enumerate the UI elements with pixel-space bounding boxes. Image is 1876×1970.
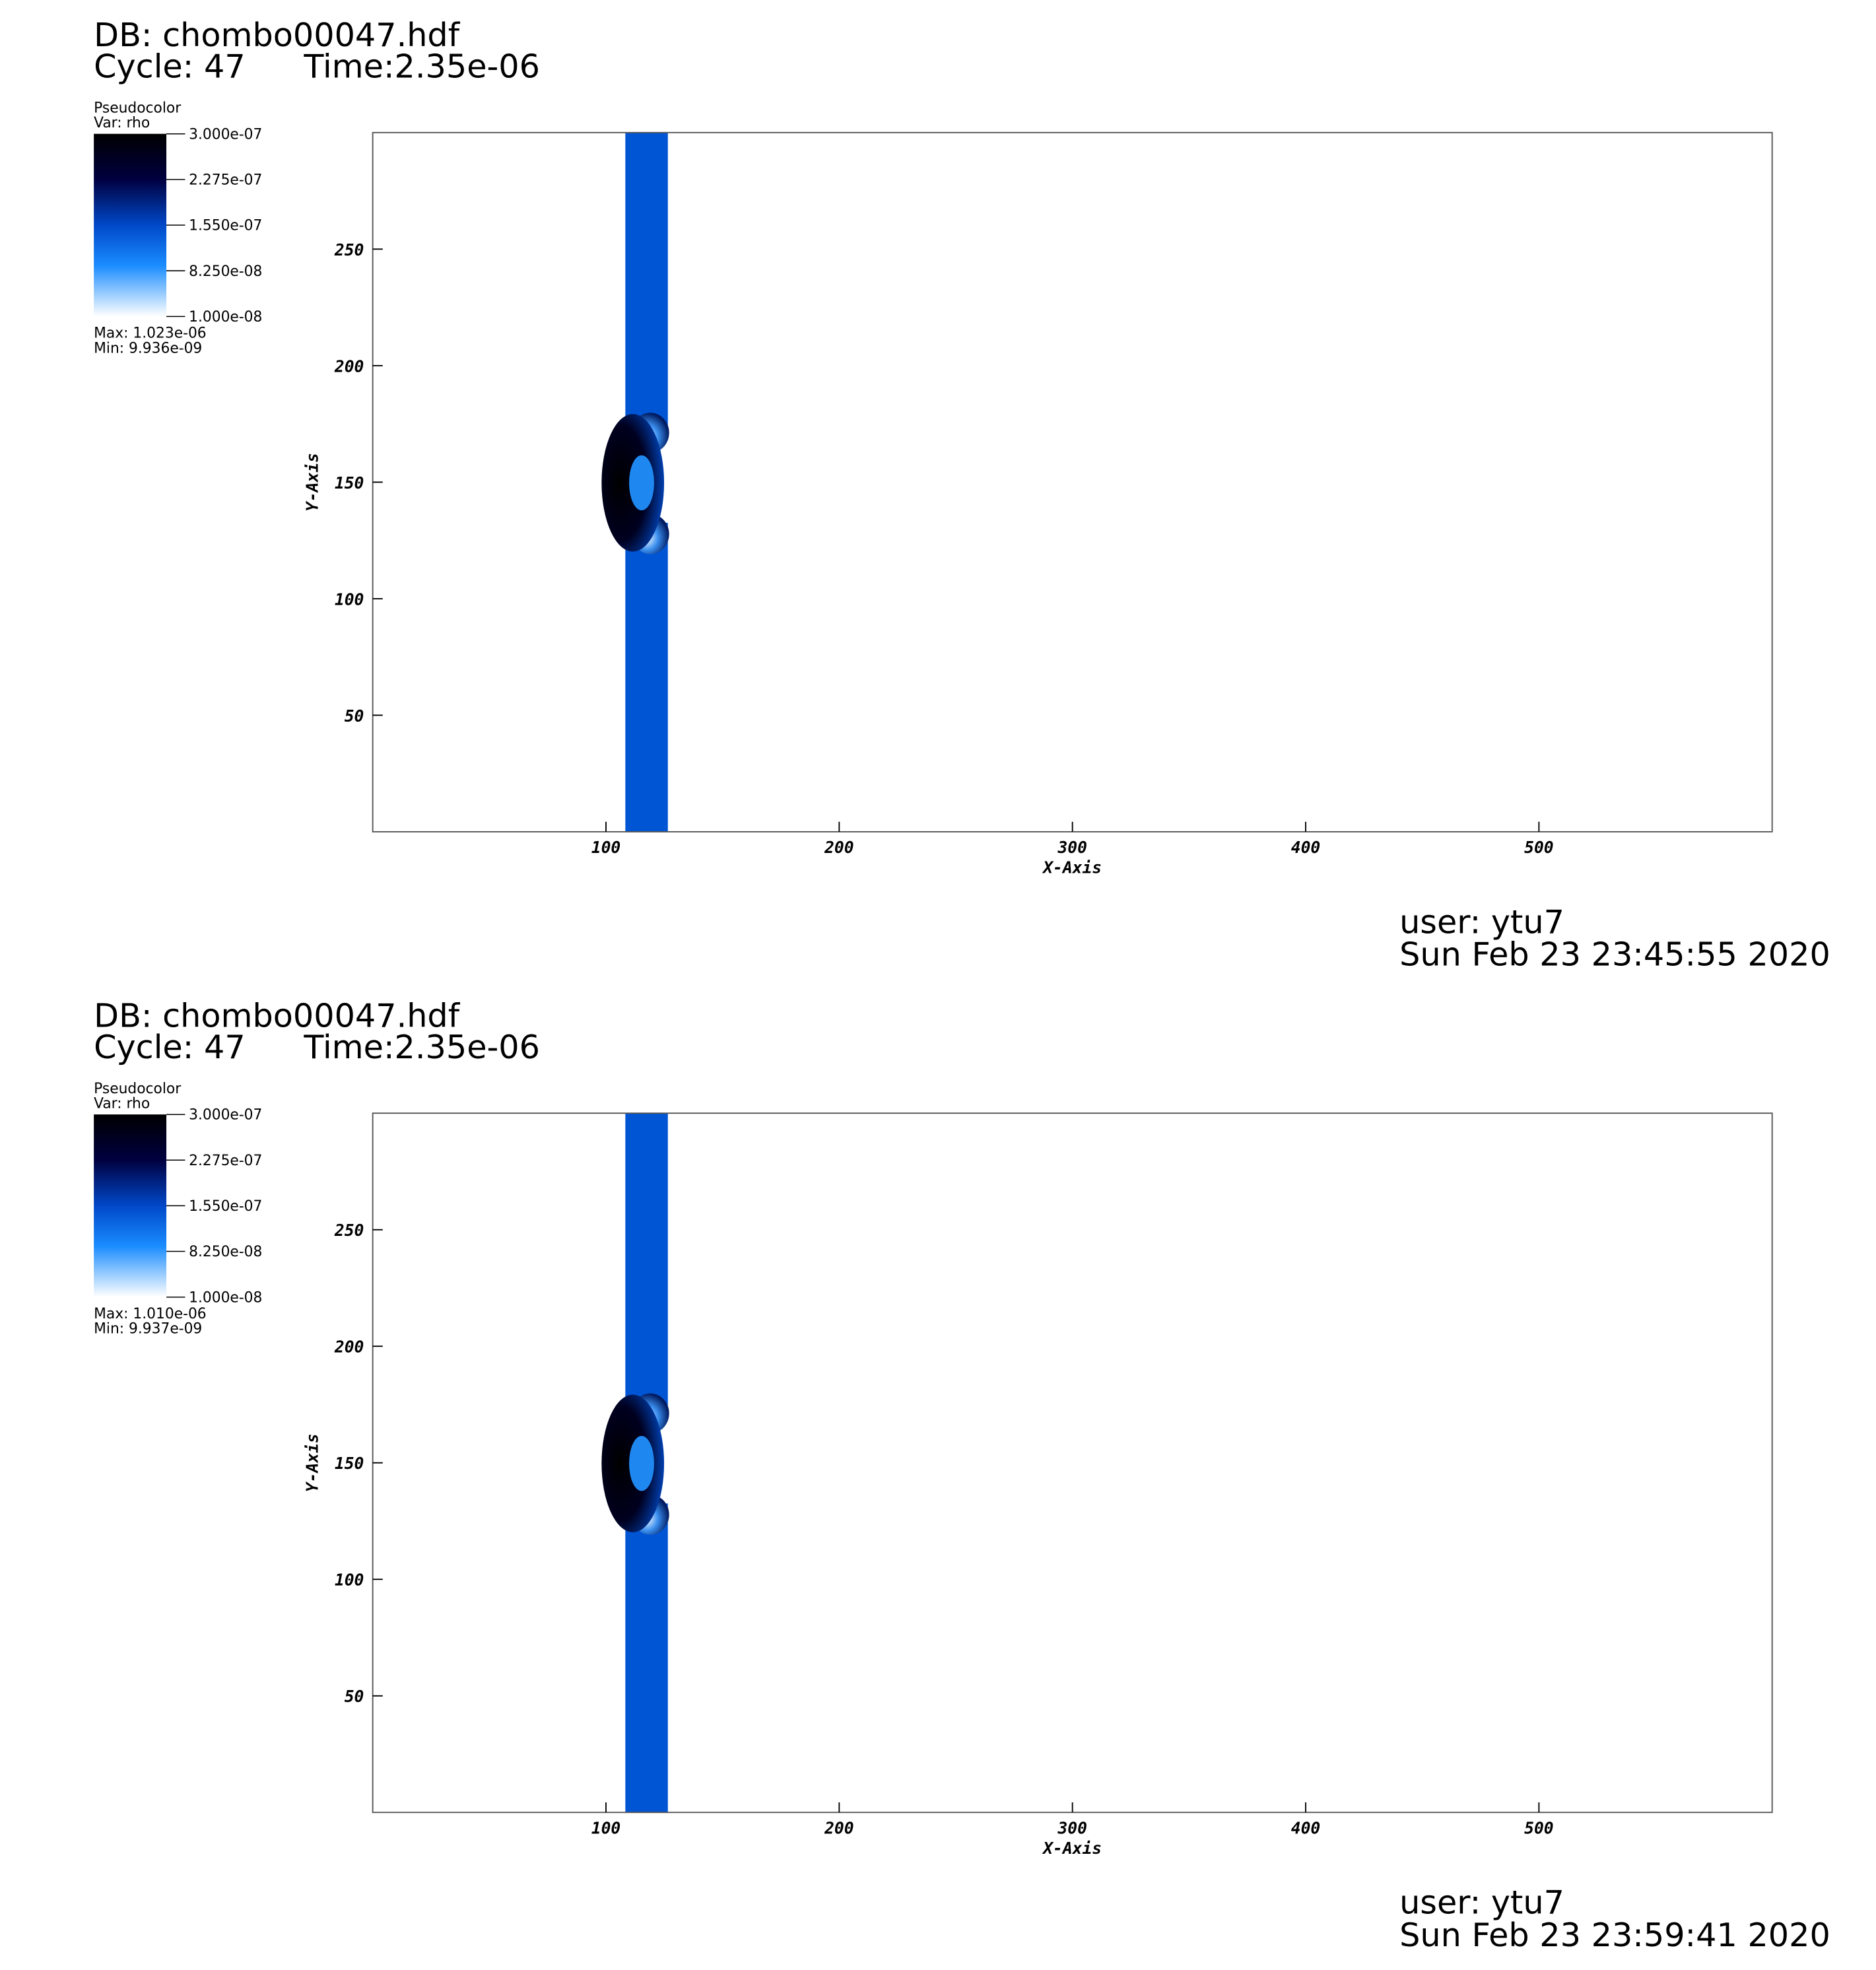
cycle: Cycle: 47 (94, 47, 246, 85)
cycle: Cycle: 47 (94, 1028, 246, 1066)
legend-var: Var: rho (94, 1096, 150, 1112)
y-tick-label: 50 (345, 1687, 364, 1706)
y-tick-label: 250 (334, 240, 364, 259)
legend-max: Max: 1.023e-06 (94, 325, 207, 342)
date: Sun Feb 23 23:59:41 2020 (1399, 1916, 1830, 1954)
x-tick-label: 200 (824, 838, 854, 857)
y-tick-label: 50 (345, 706, 364, 726)
x-tick-label: 500 (1524, 838, 1553, 857)
x-tick-label: 100 (591, 838, 620, 857)
legend-max: Max: 1.010e-06 (94, 1306, 207, 1322)
user: user: ytu7 (1399, 902, 1564, 941)
colorbar-tick-label: 1.550e-07 (189, 1198, 262, 1215)
plot-frame (372, 1112, 1773, 1814)
y-tick-label: 150 (335, 473, 364, 493)
y-tick-label: 200 (334, 1338, 364, 1357)
y-tick-label: 200 (334, 357, 364, 376)
colorbar-tick-label: 2.275e-07 (189, 1153, 262, 1169)
colorbar-tick-label: 1.550e-07 (189, 218, 262, 234)
db-title: DB: chombo00047.hdf (94, 16, 461, 54)
colorbar-tick-label: 3.000e-07 (189, 1107, 262, 1124)
y-axis-label: Y-Axis (302, 1433, 321, 1492)
y-tick-label: 150 (335, 1454, 364, 1473)
colorbar-tick-label: 1.000e-08 (189, 309, 262, 325)
colorbar (94, 1114, 167, 1297)
legend-var: Var: rho (94, 115, 150, 131)
y-tick-label: 250 (334, 1221, 364, 1240)
time: Time:2.35e-06 (303, 1028, 540, 1066)
colorbar (94, 133, 167, 317)
db-title: DB: chombo00047.hdf (94, 996, 461, 1035)
plot-frame (372, 131, 1773, 832)
date: Sun Feb 23 23:45:55 2020 (1399, 935, 1830, 974)
legend-title: Pseudocolor (94, 1081, 181, 1097)
x-tick-label: 200 (824, 1818, 854, 1837)
x-tick-label: 100 (591, 1818, 620, 1837)
x-tick-label: 400 (1291, 1818, 1320, 1837)
colorbar-tick-label: 8.250e-08 (189, 263, 262, 280)
x-axis-label: X-Axis (1042, 858, 1102, 877)
colorbar-tick-label: 1.000e-08 (189, 1289, 262, 1306)
x-tick-label: 500 (1524, 1818, 1553, 1837)
x-tick-label: 400 (1291, 838, 1320, 857)
y-tick-label: 100 (335, 590, 364, 609)
time: Time:2.35e-06 (303, 47, 540, 85)
legend-min: Min: 9.937e-09 (94, 1321, 202, 1338)
legend-title: Pseudocolor (94, 100, 181, 117)
x-tick-label: 300 (1057, 838, 1087, 857)
y-tick-label: 100 (335, 1571, 364, 1590)
density-field (601, 1113, 669, 1813)
colorbar-tick-label: 2.275e-07 (189, 172, 262, 188)
colorbar-tick-label: 8.250e-08 (189, 1244, 262, 1260)
colorbar-tick-label: 3.000e-07 (189, 126, 262, 143)
legend-min: Min: 9.936e-09 (94, 340, 202, 357)
y-axis-label: Y-Axis (302, 453, 321, 512)
user: user: ytu7 (1399, 1884, 1564, 1922)
x-tick-label: 300 (1057, 1818, 1087, 1837)
x-axis-label: X-Axis (1042, 1839, 1102, 1858)
density-field (601, 132, 669, 832)
